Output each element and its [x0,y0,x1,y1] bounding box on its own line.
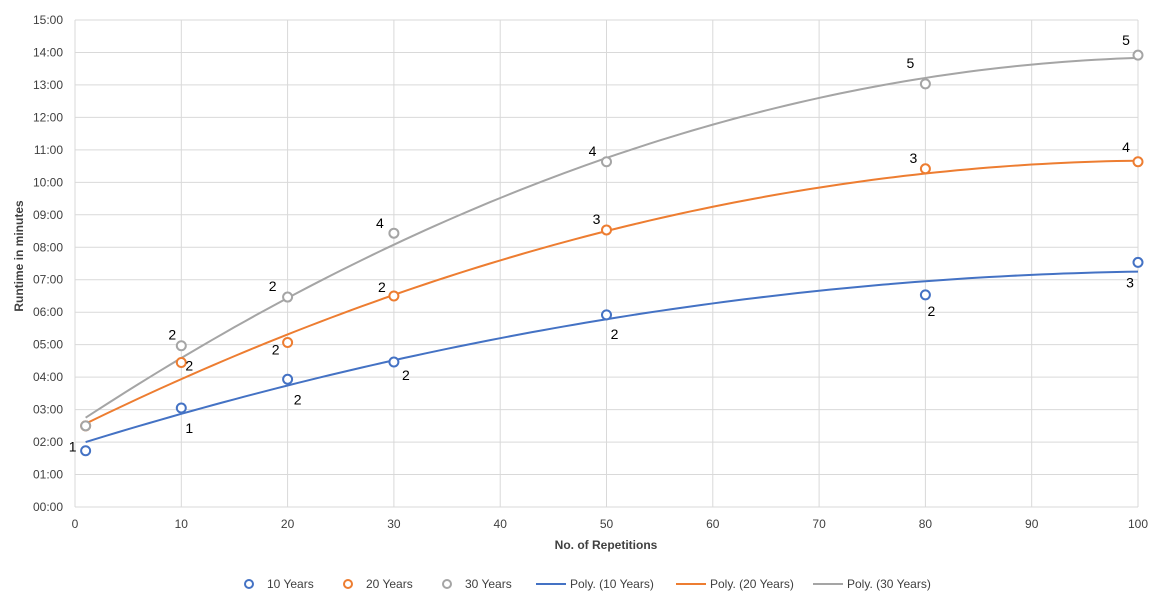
legend: 10 Years 20 Years 30 Years Poly. (10 Years)… [244,577,931,591]
point-label: 2 [402,367,410,383]
x-tick-label: 40 [494,517,508,531]
data-point [80,420,92,432]
trendline [85,270,1139,444]
point-label: 2 [378,279,386,295]
legend-marker [343,579,353,589]
data-point [1132,49,1144,61]
legend-label: 10 Years [267,577,314,591]
legend-label: 30 Years [465,577,512,591]
point-label: 4 [1122,139,1130,155]
point-label: 5 [1122,32,1130,48]
legend-label: Poly. (10 Years) [570,577,654,591]
data-point [388,227,400,239]
gridlines [74,19,1139,508]
point-label: 4 [589,143,597,159]
data-point [601,224,612,236]
point-label: 5 [907,55,915,71]
x-tick-label: 50 [600,517,614,531]
y-tick-label: 09:00 [33,208,63,222]
legend-label: Poly. (30 Years) [847,577,931,591]
y-axis-title: Runtime in minutes [12,200,26,312]
point-label: 2 [611,326,619,342]
x-axis-ticks: 0 10 20 30 40 50 60 70 80 90 100 [72,517,1149,531]
data-point [601,309,612,321]
x-tick-label: 60 [706,517,720,531]
y-tick-label: 08:00 [33,240,63,254]
y-tick-label: 12:00 [33,110,63,124]
y-tick-label: 05:00 [33,338,63,352]
y-axis-ticks: 00:00 01:00 02:00 03:00 04:00 05:00 06:00 07:00… [33,13,63,514]
y-tick-label: 01:00 [33,468,63,482]
x-tick-label: 90 [1025,517,1039,531]
x-tick-label: 20 [281,517,295,531]
data-point [282,373,294,385]
data-point [388,356,400,368]
y-tick-label: 15:00 [33,13,63,27]
y-tick-label: 03:00 [33,403,63,417]
data-point [601,156,612,168]
data-points [80,49,1144,457]
point-label: 3 [910,150,918,166]
point-label: 1 [185,420,193,436]
data-point [919,78,931,90]
y-tick-label: 10:00 [33,175,63,189]
point-label: 1 [69,439,77,455]
y-tick-label: 00:00 [33,500,63,514]
data-point [388,290,400,302]
point-label: 2 [185,358,193,374]
data-point [1132,256,1144,268]
point-label: 3 [1126,274,1134,290]
y-tick-label: 02:00 [33,435,63,449]
y-tick-label: 07:00 [33,273,63,287]
y-tick-label: 04:00 [33,370,63,384]
data-point [282,337,294,349]
y-tick-label: 06:00 [33,305,63,319]
point-label: 3 [593,211,601,227]
y-tick-label: 14:00 [33,45,63,59]
y-tick-label: 13:00 [33,78,63,92]
point-label: 2 [269,278,277,294]
data-point [80,445,92,457]
legend-label: Poly. (20 Years) [710,577,794,591]
legend-label: 20 Years [366,577,413,591]
x-tick-label: 100 [1128,517,1148,531]
x-tick-label: 80 [919,517,933,531]
y-tick-label: 11:00 [34,143,63,157]
data-point [175,357,187,369]
data-point [919,289,931,301]
point-label: 2 [168,327,176,343]
data-point [919,163,931,175]
data-point [175,402,187,414]
x-tick-label: 10 [175,517,189,531]
data-point [1132,156,1144,168]
trendlines [85,56,1139,444]
x-tick-label: 70 [812,517,826,531]
legend-marker [244,579,254,589]
point-label: 4 [376,215,384,231]
point-label: 2 [294,391,302,407]
legend-marker [442,579,452,589]
point-label: 2 [272,342,280,358]
data-point [282,291,294,303]
data-point [175,340,187,352]
trendline [85,159,1139,425]
trendline [85,56,1139,419]
x-axis-title: No. of Repetitions [555,538,658,552]
point-label: 2 [928,303,936,319]
x-tick-label: 30 [387,517,401,531]
x-tick-label: 0 [72,517,79,531]
